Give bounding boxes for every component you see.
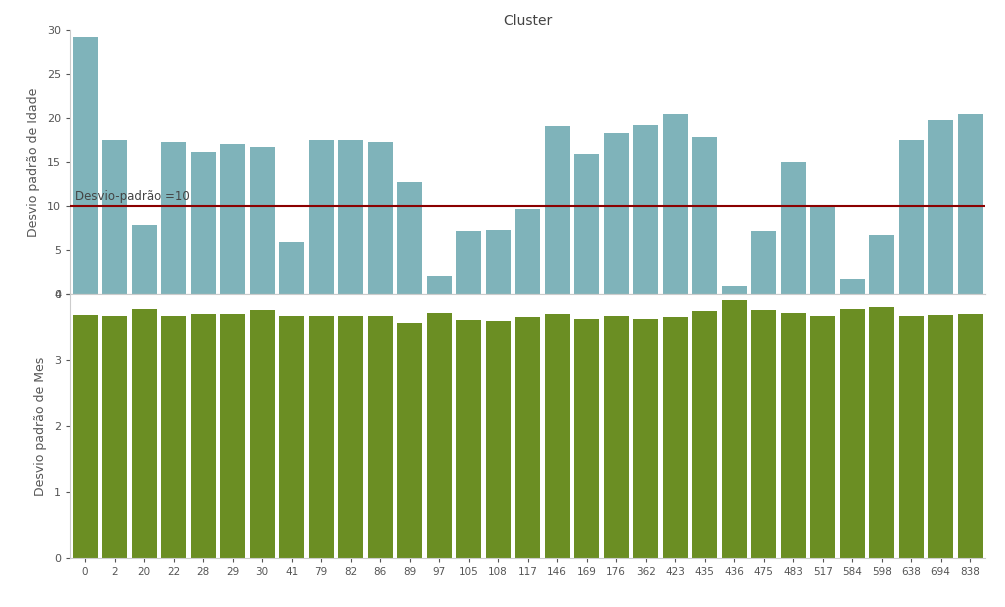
Bar bbox=[426, 313, 451, 558]
Bar bbox=[103, 140, 128, 294]
Bar bbox=[309, 140, 334, 294]
Bar bbox=[722, 300, 747, 558]
Bar bbox=[368, 142, 393, 294]
Bar bbox=[220, 144, 245, 294]
Bar bbox=[338, 140, 363, 294]
Bar bbox=[604, 134, 629, 294]
Bar bbox=[545, 314, 570, 558]
Bar bbox=[839, 279, 864, 294]
Bar bbox=[485, 230, 511, 294]
Bar bbox=[456, 231, 481, 294]
Bar bbox=[692, 311, 718, 558]
Bar bbox=[191, 314, 216, 558]
Bar bbox=[662, 317, 687, 558]
Bar bbox=[220, 314, 245, 558]
Bar bbox=[869, 307, 894, 558]
Bar bbox=[426, 276, 451, 294]
Y-axis label: Desvio padrão de Idade: Desvio padrão de Idade bbox=[27, 87, 40, 237]
Bar bbox=[132, 225, 157, 294]
Bar bbox=[249, 146, 274, 294]
Bar bbox=[810, 316, 835, 558]
Bar bbox=[249, 310, 274, 558]
Bar bbox=[161, 316, 186, 558]
Bar bbox=[839, 309, 864, 558]
Title: Cluster: Cluster bbox=[502, 14, 553, 28]
Bar bbox=[309, 316, 334, 558]
Bar bbox=[633, 319, 658, 558]
Bar bbox=[397, 323, 422, 558]
Bar bbox=[781, 313, 806, 558]
Bar bbox=[516, 209, 540, 294]
Bar bbox=[338, 316, 363, 558]
Bar bbox=[751, 231, 776, 294]
Bar bbox=[604, 316, 629, 558]
Bar bbox=[397, 181, 422, 294]
Bar bbox=[72, 36, 97, 294]
Bar bbox=[633, 126, 658, 294]
Bar bbox=[72, 315, 97, 558]
Bar bbox=[279, 316, 305, 558]
Bar bbox=[103, 316, 128, 558]
Bar bbox=[898, 140, 924, 294]
Bar bbox=[810, 205, 835, 294]
Y-axis label: Desvio padrão de Mes: Desvio padrão de Mes bbox=[34, 357, 47, 496]
Bar bbox=[161, 142, 186, 294]
Bar bbox=[191, 152, 216, 294]
Bar bbox=[132, 309, 157, 558]
Bar bbox=[574, 154, 599, 294]
Bar bbox=[898, 316, 924, 558]
Bar bbox=[722, 286, 747, 294]
Bar bbox=[545, 126, 570, 294]
Bar bbox=[368, 316, 393, 558]
Bar bbox=[869, 234, 894, 294]
Bar bbox=[928, 315, 953, 558]
Bar bbox=[781, 163, 806, 294]
Bar bbox=[485, 321, 511, 558]
Text: Desvio-padrão =10: Desvio-padrão =10 bbox=[75, 190, 190, 203]
Bar bbox=[662, 114, 687, 294]
Bar bbox=[751, 310, 776, 558]
Bar bbox=[958, 314, 983, 558]
Bar bbox=[279, 242, 305, 294]
Bar bbox=[692, 137, 718, 294]
Bar bbox=[928, 120, 953, 294]
Bar bbox=[574, 319, 599, 558]
Bar bbox=[516, 317, 540, 558]
Bar bbox=[958, 114, 983, 294]
Bar bbox=[456, 320, 481, 558]
